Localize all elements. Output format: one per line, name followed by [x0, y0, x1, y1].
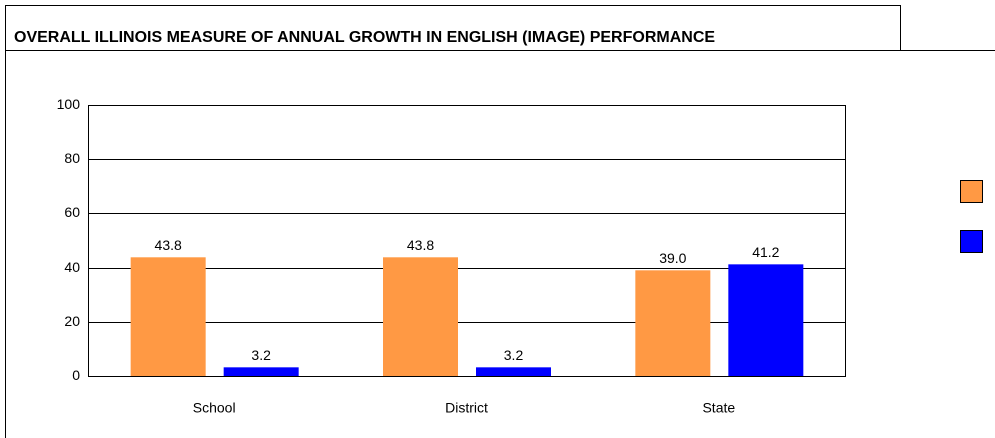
- x-tick-label: State: [702, 400, 735, 416]
- value-label: 41.2: [752, 244, 779, 260]
- y-tick-label: 0: [72, 367, 80, 383]
- x-tick-label: District: [445, 400, 488, 416]
- title-frame: [5, 5, 901, 438]
- y-tick-label: 20: [64, 313, 80, 329]
- bar: [130, 257, 206, 376]
- bar: [383, 257, 458, 376]
- value-label: 3.2: [251, 347, 271, 363]
- x-tick-label: School: [193, 400, 236, 416]
- bar: [635, 270, 711, 376]
- y-tick-label: 60: [64, 204, 80, 220]
- value-label: 39.0: [659, 250, 686, 266]
- legend-swatch: [960, 180, 983, 203]
- value-label: 43.8: [407, 237, 434, 253]
- bar: [223, 367, 299, 376]
- bar: [728, 264, 804, 376]
- value-label: 3.2: [504, 347, 524, 363]
- y-tick-label: 40: [64, 259, 80, 275]
- y-tick-label: 100: [57, 96, 81, 112]
- plot-frame: [88, 105, 846, 377]
- y-tick-label: 80: [64, 150, 80, 166]
- legend-swatch: [960, 230, 983, 253]
- value-label: 43.8: [155, 237, 182, 253]
- bar: [476, 367, 551, 376]
- chart-title: OVERALL ILLINOIS MEASURE OF ANNUAL GROWT…: [14, 29, 715, 46]
